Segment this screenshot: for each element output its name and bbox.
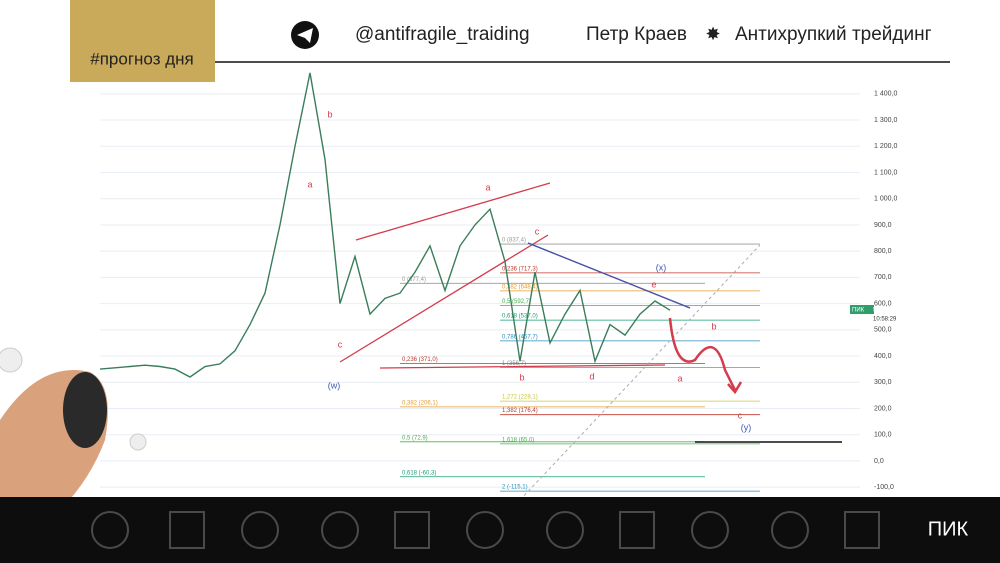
plot: -100,0 0,0 100,0 200,0 300,0 400,0 500,0 600,0 7… bbox=[99, 72, 897, 492]
y-tick-label: 500,0 bbox=[874, 327, 892, 334]
channel: @antifragile_traiding bbox=[355, 24, 530, 45]
y-tick-label: 100,0 bbox=[874, 432, 892, 439]
wave-label: (x) bbox=[656, 262, 667, 272]
wave-label: c bbox=[535, 226, 540, 236]
trend-line-blue bbox=[527, 242, 691, 309]
tag-box bbox=[70, 0, 215, 82]
y-tick-label: -100,0 bbox=[874, 484, 894, 491]
fib-label: 1,272 (228,1) bbox=[502, 395, 538, 401]
pearl bbox=[0, 347, 23, 373]
fib-label: 0,786 (457,7) bbox=[502, 334, 538, 340]
y-tick-label: 700,0 bbox=[874, 274, 892, 281]
channel-dashed bbox=[519, 244, 761, 501]
wave-label: a bbox=[307, 179, 312, 189]
tag-text: #прогноз дня bbox=[90, 49, 193, 68]
price-tag-box bbox=[850, 305, 874, 314]
y-tick-label: 800,0 bbox=[874, 248, 892, 255]
projection-arrow bbox=[668, 317, 737, 391]
y-tick-label: 1 200,0 bbox=[874, 143, 897, 150]
fib-label: 0,382 (206,1) bbox=[402, 400, 438, 406]
mouse bbox=[63, 372, 107, 448]
y-tick-label: 0,0 bbox=[874, 458, 884, 465]
footer-band bbox=[0, 497, 1000, 563]
fib-label: 0,5 (592,7) bbox=[502, 299, 531, 305]
wave-label: a bbox=[485, 182, 490, 192]
y-tick-label: 1 000,0 bbox=[874, 196, 897, 203]
wave-label: (y) bbox=[741, 422, 752, 432]
fib-label: 2 (-115,1) bbox=[502, 485, 528, 491]
star: ✸ bbox=[705, 24, 720, 44]
fib-label: 0,236 (717,3) bbox=[502, 266, 538, 272]
wave-label: b bbox=[327, 109, 332, 119]
wave-label: a bbox=[677, 373, 682, 383]
price-tag-price: 574,6 bbox=[873, 308, 889, 314]
author: Петр Краев bbox=[586, 24, 687, 45]
fib-label: 0,236 (371,0) bbox=[402, 357, 438, 363]
price-tag-ticker: ПИК bbox=[852, 308, 865, 314]
price-tag-time: 10:58:29 bbox=[873, 317, 897, 323]
y-tick-label: 600,0 bbox=[874, 300, 892, 307]
fib-label: 0 (677,4) bbox=[402, 277, 426, 283]
fib-label: 0 (837,4) bbox=[502, 238, 526, 244]
y-tick-label: 1 300,0 bbox=[874, 117, 897, 124]
fib-label: 1,618 (65,0) bbox=[502, 437, 534, 443]
wave-label: c bbox=[338, 339, 343, 349]
arrow-head bbox=[727, 381, 743, 395]
wave-label: c bbox=[738, 410, 743, 420]
y-tick-label: 200,0 bbox=[874, 405, 892, 412]
telegram-plane bbox=[297, 28, 313, 43]
fib-label: 1,382 (176,4) bbox=[502, 408, 538, 414]
fib-label: 0,382 (648,4) bbox=[502, 284, 538, 290]
fib-label: 0,618 (537,0) bbox=[502, 314, 538, 320]
project: Антихрупкий трейдинг bbox=[735, 24, 932, 45]
footer-ornaments bbox=[91, 511, 880, 549]
y-tick-label: 900,0 bbox=[874, 222, 892, 229]
footer-ticker: ПИК bbox=[928, 518, 969, 540]
y-tick-label: 1 100,0 bbox=[874, 169, 897, 176]
pearl bbox=[129, 433, 147, 451]
wave-label: d bbox=[589, 371, 594, 381]
wave-label: b bbox=[519, 372, 524, 382]
y-tick-label: 400,0 bbox=[874, 353, 892, 360]
trend-lines bbox=[339, 182, 691, 369]
fib-label: 0,618 (-60,3) bbox=[402, 470, 436, 476]
fib-label: 0,5 (72,9) bbox=[402, 435, 428, 441]
wave-label: (w) bbox=[328, 380, 341, 390]
wave-label: b bbox=[711, 321, 716, 331]
y-tick-label: 1 400,0 bbox=[874, 91, 897, 98]
y-tick-label: 300,0 bbox=[874, 379, 892, 386]
wave-label: e bbox=[651, 279, 656, 289]
price-line bbox=[99, 72, 671, 378]
